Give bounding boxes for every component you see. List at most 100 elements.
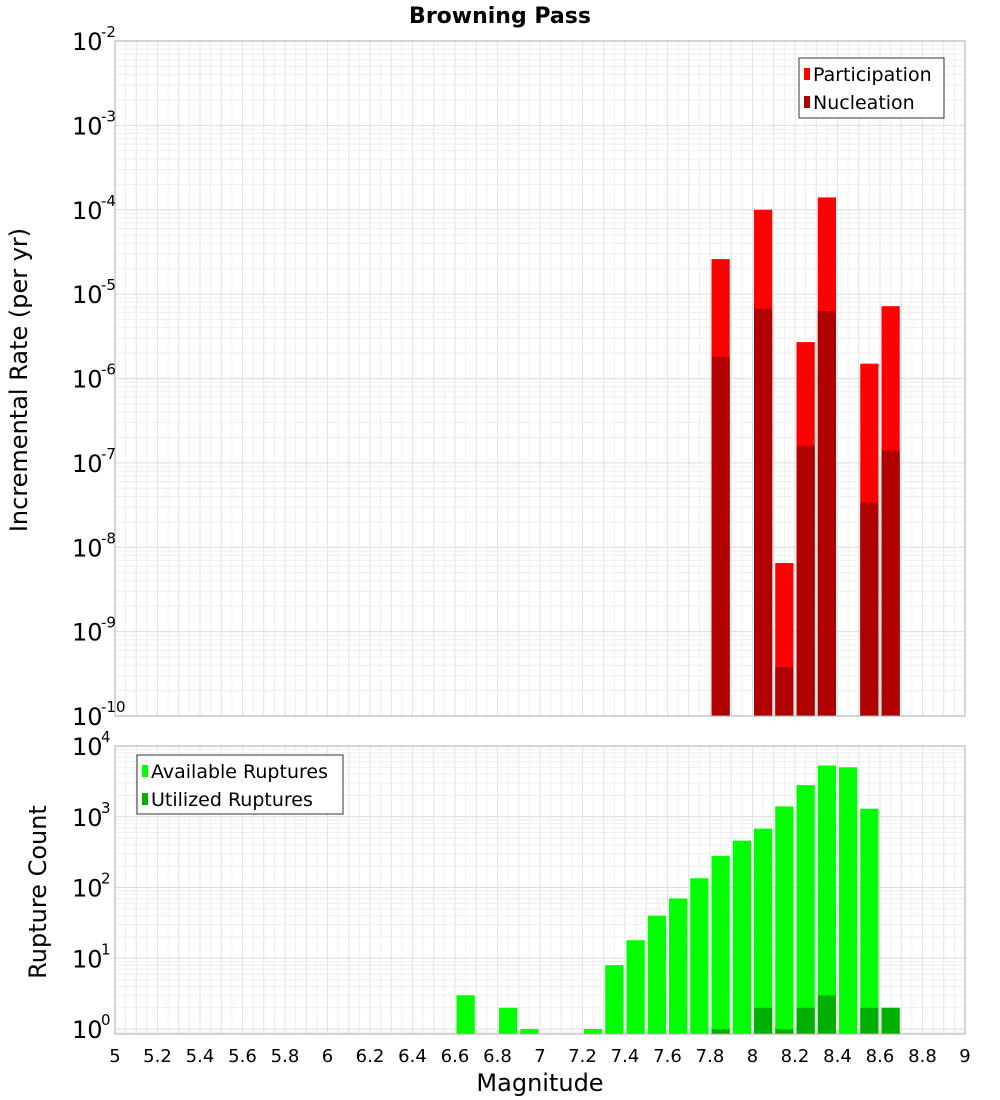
y-tick-label: 10 xyxy=(72,112,103,140)
y-tick-label: 10 xyxy=(72,875,103,903)
legend-label: Available Ruptures xyxy=(151,761,328,783)
legend-swatch xyxy=(142,765,148,777)
y-tick-exponent: -8 xyxy=(101,529,116,547)
x-tick-label: 8 xyxy=(747,1046,758,1067)
bar xyxy=(690,878,709,1034)
x-tick-label: 5.6 xyxy=(228,1046,257,1067)
y-tick-label: 10 xyxy=(72,366,103,394)
legend: Available Ruptures Utilized Ruptures xyxy=(136,754,344,815)
x-axis-title: Magnitude xyxy=(476,1069,603,1097)
bar xyxy=(605,965,624,1034)
series-utilized-ruptures xyxy=(711,995,900,1034)
bar xyxy=(775,1029,794,1034)
x-tick-label: 9 xyxy=(959,1046,970,1067)
bar xyxy=(499,1007,518,1034)
bar xyxy=(817,311,836,716)
x-tick-label: 6 xyxy=(322,1046,333,1067)
legend-swatch xyxy=(804,96,810,108)
bar xyxy=(796,1007,815,1034)
x-axis: 5 5.2 5.4 5.6 5.8 6 6.2 6.4 6.6 6.8 7 7.2 7.4 7.6 7.8 8… xyxy=(109,1046,970,1067)
y-tick-exponent: -7 xyxy=(101,445,116,463)
y-tick-exponent: -4 xyxy=(101,192,116,210)
bar xyxy=(754,828,773,1034)
y-tick-label: 10 xyxy=(72,804,103,832)
legend: Participation Nucleation xyxy=(798,57,945,119)
bar xyxy=(881,450,900,716)
bar xyxy=(796,785,815,1034)
bar xyxy=(669,898,688,1034)
x-tick-label: 7 xyxy=(534,1046,545,1067)
y-axis-title-count: Rupture Count xyxy=(24,805,52,979)
y-tick-exponent: 3 xyxy=(101,799,111,817)
bar xyxy=(817,995,836,1034)
y-tick-label: 10 xyxy=(72,619,103,647)
y-tick-label: 10 xyxy=(72,703,103,731)
grid xyxy=(114,41,966,717)
bar xyxy=(754,308,773,716)
bar xyxy=(647,915,666,1034)
x-tick-label: 7.2 xyxy=(568,1046,597,1067)
x-tick-label: 7.6 xyxy=(653,1046,682,1067)
y-tick-exponent: 4 xyxy=(101,728,111,746)
bar xyxy=(711,356,730,716)
y-tick-label: 10 xyxy=(72,1016,103,1044)
legend-box xyxy=(798,57,945,119)
bar xyxy=(839,767,858,1034)
x-tick-label: 6.4 xyxy=(398,1046,427,1067)
x-tick-label: 7.8 xyxy=(696,1046,725,1067)
x-tick-label: 8.8 xyxy=(908,1046,937,1067)
bar xyxy=(732,840,751,1034)
bar xyxy=(626,940,645,1034)
bar xyxy=(711,855,730,1034)
y-tick-exponent: 0 xyxy=(101,1011,111,1029)
y-tick-exponent: -5 xyxy=(101,276,116,294)
bar xyxy=(754,1007,773,1034)
x-tick-label: 8.4 xyxy=(823,1046,852,1067)
x-tick-label: 6.2 xyxy=(356,1046,385,1067)
y-axis-title-rate: Incremental Rate (per yr) xyxy=(5,228,33,532)
x-tick-label: 6.6 xyxy=(441,1046,470,1067)
bar xyxy=(520,1029,539,1034)
bars xyxy=(711,197,900,717)
x-tick-label: 7.4 xyxy=(611,1046,640,1067)
y-tick-label: 10 xyxy=(72,28,103,56)
bar xyxy=(796,445,815,716)
bar xyxy=(817,765,836,1034)
series-nucleation xyxy=(711,308,900,716)
chart-title: Browning Pass xyxy=(409,4,591,29)
y-tick-label: 10 xyxy=(72,281,103,309)
y-tick-label: 10 xyxy=(72,733,103,761)
y-tick-exponent: -2 xyxy=(101,23,116,41)
rate-panel: 10-210-310-410-510-610-710-810-910-10Par… xyxy=(72,23,966,731)
y-tick-exponent: -9 xyxy=(101,614,116,632)
bar xyxy=(860,502,879,716)
y-tick-exponent: 1 xyxy=(101,940,111,958)
legend-swatch xyxy=(804,68,810,80)
bars xyxy=(456,765,900,1034)
bar xyxy=(775,806,794,1034)
x-tick-label: 8.6 xyxy=(866,1046,895,1067)
legend-label: Participation xyxy=(813,64,932,86)
x-tick-label: 5 xyxy=(109,1046,120,1067)
bar xyxy=(711,1029,730,1034)
series-available-ruptures xyxy=(456,765,879,1034)
bar xyxy=(881,1007,900,1034)
y-tick-exponent: 2 xyxy=(101,870,111,888)
y-tick-label: 10 xyxy=(72,945,103,973)
y-tick-label: 10 xyxy=(72,450,103,478)
x-tick-label: 5.4 xyxy=(186,1046,215,1067)
bar xyxy=(860,808,879,1034)
legend-box xyxy=(136,754,344,815)
legend-label: Utilized Ruptures xyxy=(151,789,313,811)
bar xyxy=(584,1029,603,1034)
y-tick-exponent: -10 xyxy=(101,698,126,716)
x-tick-label: 5.2 xyxy=(143,1046,172,1067)
x-tick-label: 8.2 xyxy=(781,1046,810,1067)
plot-border xyxy=(114,745,966,1035)
bar xyxy=(456,995,475,1034)
legend-label: Nucleation xyxy=(813,92,915,114)
